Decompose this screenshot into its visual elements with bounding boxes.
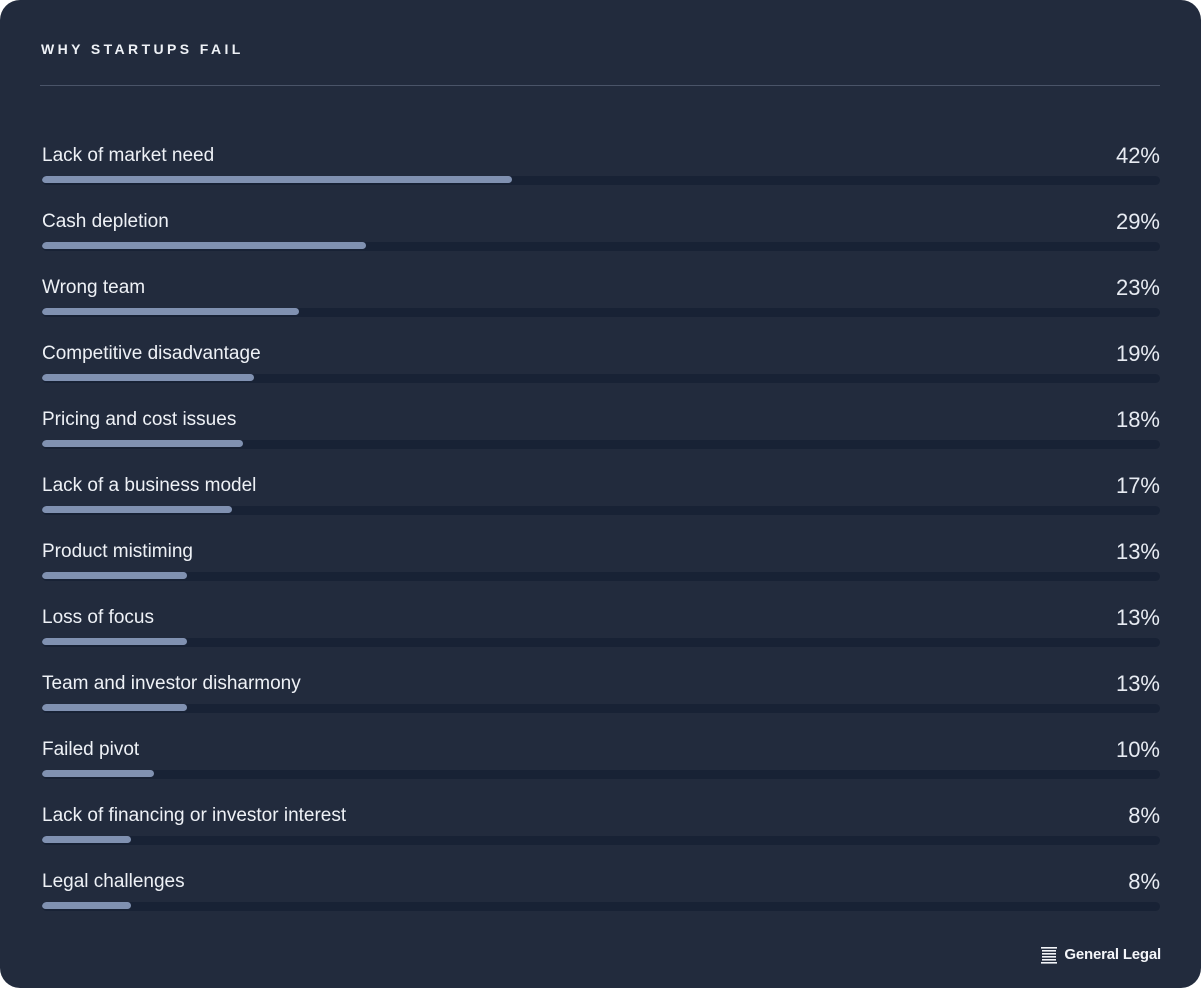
bar-label: Legal challenges — [42, 871, 185, 892]
bar-value-label: 13% — [1115, 539, 1160, 564]
bar-row: Wrong team 23% — [42, 275, 1160, 317]
bar-value-label: 8% — [1128, 803, 1160, 828]
bar-value-label: 19% — [1115, 341, 1160, 366]
bar-track — [42, 638, 1160, 647]
bar-fill — [42, 572, 187, 579]
bar-label: Lack of a business model — [42, 475, 257, 496]
bar-row: Lack of financing or investor interest 8% — [42, 803, 1160, 845]
bar-label: Pricing and cost issues — [42, 409, 237, 430]
bar-track — [42, 176, 1160, 185]
bar-row: Loss of focus 13% — [42, 605, 1160, 647]
bar-row: Team and investor disharmony 13% — [42, 671, 1160, 713]
bar-track — [42, 440, 1160, 449]
bar-value-label: 17% — [1115, 473, 1160, 498]
bar-value-label: 13% — [1115, 605, 1160, 630]
bar-value-label: 18% — [1115, 407, 1160, 432]
bar-fill — [42, 704, 187, 711]
bar-label: Failed pivot — [42, 739, 140, 760]
bar-label: Product mistiming — [42, 541, 193, 562]
bar-value-label: 42% — [1115, 143, 1160, 168]
bar-row: Product mistiming 13% — [42, 539, 1160, 581]
bar-row: Competitive disadvantage 19% — [42, 341, 1160, 383]
brand-name: General Legal — [1064, 946, 1161, 963]
bar-label: Team and investor disharmony — [42, 673, 301, 694]
bar-row: Failed pivot 10% — [42, 737, 1160, 779]
stacked-lines-logo-icon — [1041, 946, 1058, 964]
brand-logo: General Legal — [1041, 945, 1161, 965]
bar-label: Loss of focus — [42, 607, 154, 628]
bar-fill — [42, 836, 131, 843]
bar-track — [42, 506, 1160, 515]
bar-fill — [42, 770, 154, 777]
bar-fill — [42, 638, 187, 645]
bar-fill — [42, 440, 243, 447]
bar-label: Cash depletion — [42, 211, 169, 232]
bar-value-label: 29% — [1115, 209, 1160, 234]
bar-fill — [42, 506, 232, 513]
bar-track — [42, 770, 1160, 779]
bar-label: Lack of financing or investor interest — [42, 805, 347, 826]
bar-value-label: 23% — [1115, 275, 1160, 300]
bar-value-label: 8% — [1128, 869, 1160, 894]
bar-row: Lack of market need 42% — [42, 143, 1160, 185]
chart-title: WHY STARTUPS FAIL — [41, 41, 244, 57]
bar-fill — [42, 308, 299, 315]
title-divider — [40, 85, 1160, 86]
bar-label: Wrong team — [42, 277, 146, 298]
bar-fill — [42, 902, 131, 909]
bar-track — [42, 374, 1160, 383]
bar-track — [42, 836, 1160, 845]
bar-track — [42, 308, 1160, 317]
bar-row: Lack of a business model 17% — [42, 473, 1160, 515]
bar-row: Cash depletion 29% — [42, 209, 1160, 251]
bar-track — [42, 902, 1160, 911]
bar-track — [42, 572, 1160, 581]
bar-row: Pricing and cost issues 18% — [42, 407, 1160, 449]
bar-value-label: 13% — [1115, 671, 1160, 696]
bar-track — [42, 242, 1160, 251]
bar-value-label: 10% — [1115, 737, 1160, 762]
bar-label: Competitive disadvantage — [42, 343, 261, 364]
bar-fill — [42, 176, 512, 183]
bar-row: Legal challenges 8% — [42, 869, 1160, 911]
bar-fill — [42, 242, 366, 249]
bar-fill — [42, 374, 254, 381]
bar-track — [42, 704, 1160, 713]
bar-label: Lack of market need — [42, 145, 215, 166]
